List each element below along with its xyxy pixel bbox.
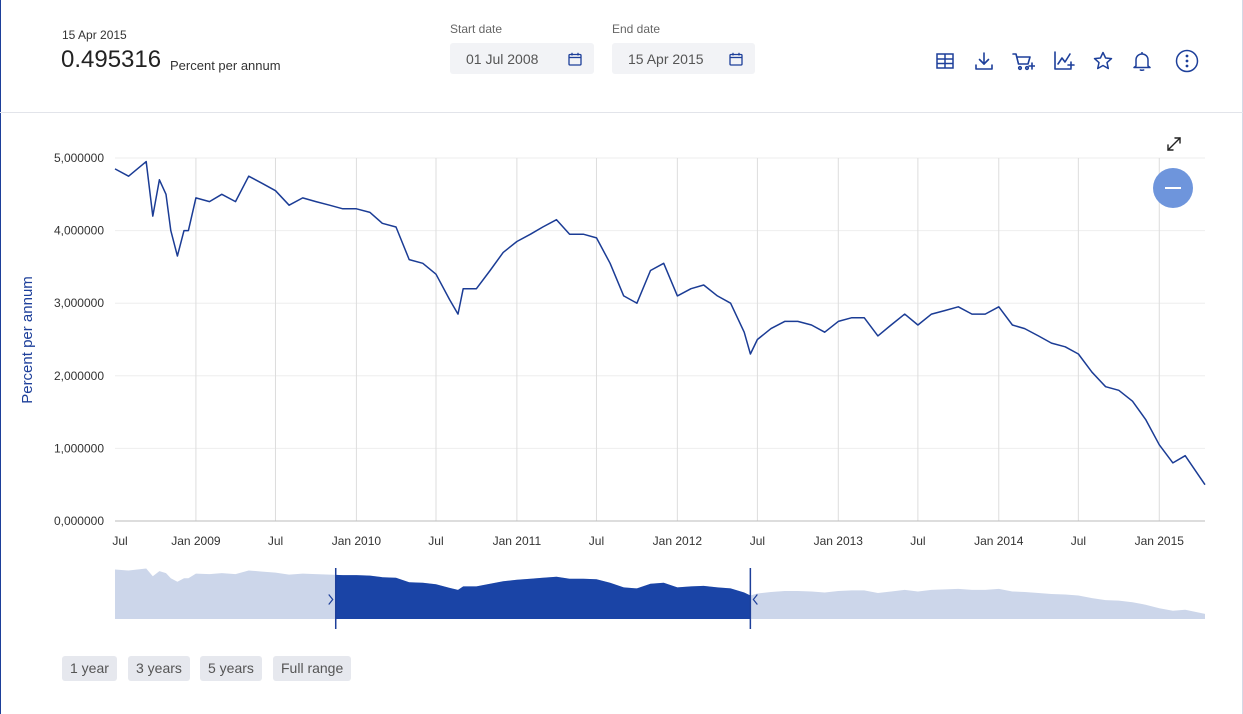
x-tick-label: Jul	[428, 534, 443, 548]
y-tick-label: 3,000000	[54, 296, 104, 310]
navigator-left-arrow-icon[interactable]	[328, 594, 334, 605]
calendar-icon[interactable]	[729, 52, 743, 66]
y-tick-label: 1,000000	[54, 441, 104, 455]
x-tick-label: Jul	[1071, 534, 1086, 548]
x-tick-label: Jan 2010	[332, 534, 382, 548]
grid-lines	[115, 157, 1205, 521]
frame-left-border	[0, 0, 1, 714]
observation-date: 15 Apr 2015	[62, 28, 127, 42]
y-axis-title: Percent per annum	[19, 276, 36, 404]
expand-icon[interactable]	[1164, 134, 1184, 154]
x-tick-label: Jan 2014	[974, 534, 1024, 548]
cart-add-icon[interactable]	[1011, 49, 1036, 73]
y-tick-label: 5,000000	[54, 151, 104, 165]
y-tick-label: 2,000000	[54, 369, 104, 383]
collapse-button[interactable]	[1153, 168, 1193, 208]
x-tick-label: Jan 2015	[1135, 534, 1185, 548]
calendar-icon[interactable]	[568, 52, 582, 66]
navigator-area-selected	[335, 574, 751, 619]
x-tick-label: Jul	[910, 534, 925, 548]
x-tick-label: Jul	[112, 534, 127, 548]
download-icon[interactable]	[972, 49, 996, 73]
x-tick-label: Jan 2011	[493, 534, 542, 548]
chart-add-icon[interactable]	[1051, 49, 1075, 73]
range-3-years-button[interactable]: 3 years	[128, 656, 190, 681]
star-icon[interactable]	[1091, 49, 1115, 73]
navigator[interactable]	[115, 568, 1205, 629]
observation-unit: Percent per annum	[170, 58, 281, 73]
chart-area: 0,000000 1,000000 2,000000 3,000000 4,000000…	[19, 151, 1206, 629]
series-line	[114, 160, 1206, 486]
start-date-field[interactable]: 01 Jul 2008	[450, 43, 594, 74]
end-date-field[interactable]: 15 Apr 2015	[612, 43, 755, 74]
x-tick-label: Jan 2013	[814, 534, 864, 548]
range-1-year-button[interactable]: 1 year	[62, 656, 117, 681]
x-tick-label: Jan 2009	[171, 534, 221, 548]
x-tick-label: Jul	[268, 534, 283, 548]
start-date-label: Start date	[450, 22, 503, 36]
end-date-label: End date	[612, 22, 661, 36]
x-axis-ticks: Jul Jan 2009 Jul Jan 2010 Jul Jan 2011 Jul Jan …	[112, 534, 1184, 548]
range-full-button[interactable]: Full range	[273, 656, 352, 681]
end-date-value: 15 Apr 2015	[628, 50, 704, 67]
x-tick-label: Jan 2012	[653, 534, 703, 548]
y-tick-label: 4,000000	[54, 224, 104, 238]
observation-value: 0.495316	[61, 46, 162, 73]
range-5-years-button[interactable]: 5 years	[200, 656, 262, 681]
navigator-right-arrow-icon[interactable]	[752, 594, 758, 605]
y-tick-label: 0,000000	[54, 514, 104, 528]
header-bar: 15 Apr 2015 0.495316 Percent per annum S…	[0, 0, 1243, 113]
y-axis-ticks: 0,000000 1,000000 2,000000 3,000000 4,000000…	[54, 151, 104, 528]
bell-icon[interactable]	[1130, 49, 1154, 73]
more-options-icon[interactable]	[1175, 49, 1199, 73]
x-tick-label: Jul	[589, 534, 604, 548]
start-date-value: 01 Jul 2008	[466, 50, 539, 67]
x-tick-label: Jul	[750, 534, 765, 548]
table-icon[interactable]	[933, 49, 957, 73]
